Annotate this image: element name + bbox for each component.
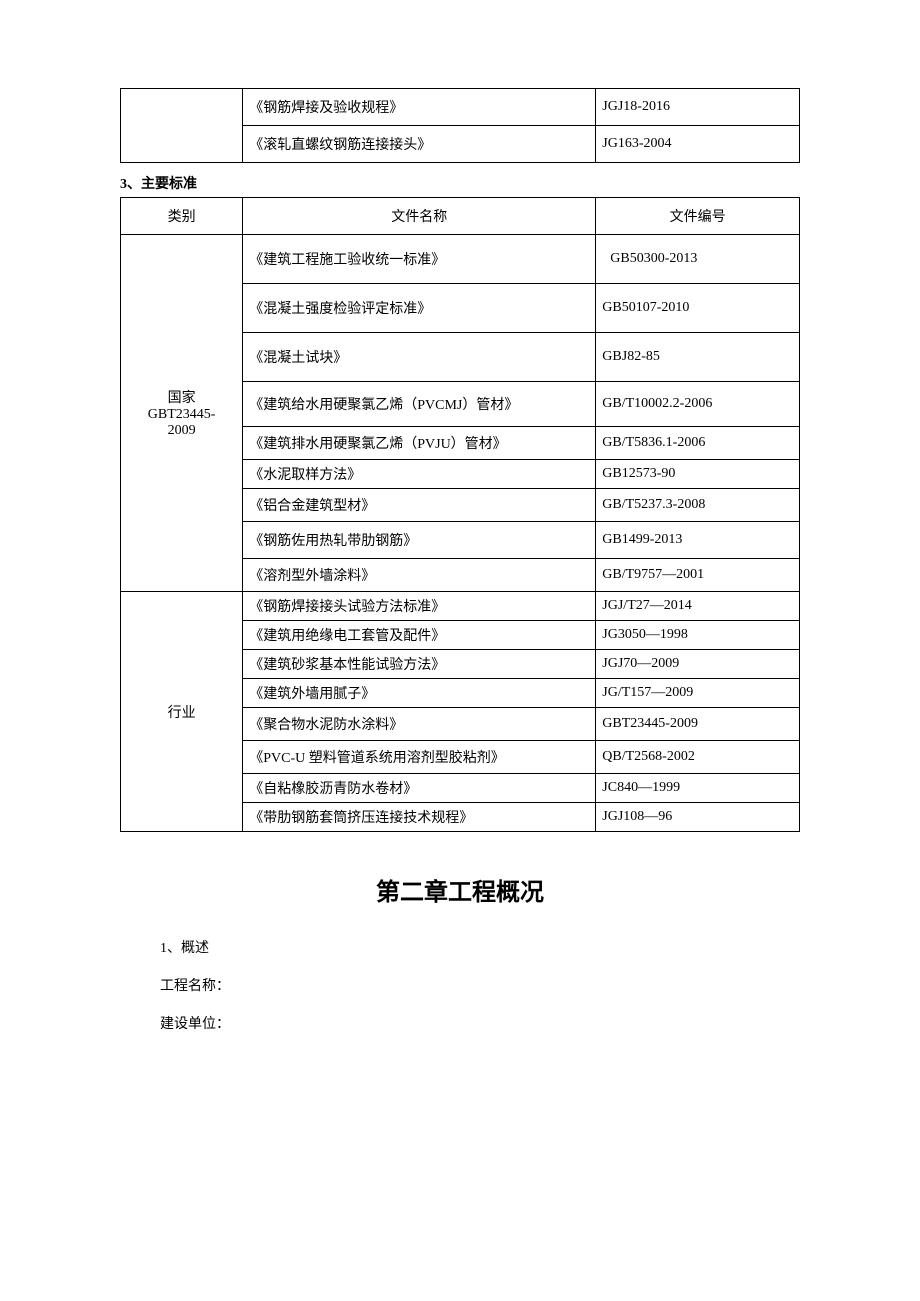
section-3-heading: 3、主要标准 (120, 173, 800, 193)
blank-category-cell (121, 89, 243, 163)
doc-name-cell: 《自粘橡胶沥青防水卷材》 (243, 774, 596, 803)
header-category: 类别 (121, 198, 243, 235)
doc-code-cell: JC840—1999 (596, 774, 800, 803)
doc-code-cell: GBT23445-2009 (596, 708, 800, 741)
doc-name-cell: 《铝合金建筑型材》 (243, 489, 596, 522)
doc-name-cell: 《建筑砂浆基本性能试验方法》 (243, 650, 596, 679)
project-name-label: 工程名称： (160, 975, 800, 995)
doc-code-cell: GB50107-2010 (596, 284, 800, 333)
doc-name-cell: 《建筑给水用硬聚氯乙烯（PVCMJ）管材》 (243, 382, 596, 427)
header-code: 文件编号 (596, 198, 800, 235)
doc-code-cell: JG3050—1998 (596, 621, 800, 650)
doc-code-cell: QB/T2568-2002 (596, 741, 800, 774)
category-national-line1: 国家 (168, 391, 196, 406)
category-national-line3: 2009 (168, 423, 196, 438)
doc-code-cell: JGJ18-2016 (596, 89, 800, 126)
doc-name-cell: 《建筑用绝缘电工套管及配件》 (243, 621, 596, 650)
doc-code-cell: GB/T9757—2001 (596, 559, 800, 592)
category-industry: 行业 (121, 592, 243, 832)
doc-name-cell: 《溶剂型外墙涂料》 (243, 559, 596, 592)
doc-code-cell: JGJ/T27—2014 (596, 592, 800, 621)
doc-name-cell: 《建筑外墙用腻子》 (243, 679, 596, 708)
doc-code-cell: JGJ70—2009 (596, 650, 800, 679)
doc-code-cell: JG163-2004 (596, 126, 800, 163)
doc-code-cell: GB1499-2013 (596, 522, 800, 559)
doc-code-cell: GB12573-90 (596, 460, 800, 489)
construction-unit-label: 建设单位： (160, 1013, 800, 1033)
doc-name-cell: 《混凝土试块》 (243, 333, 596, 382)
doc-name-cell: 《钢筋焊接及验收规程》 (243, 89, 596, 126)
doc-code-cell: GB/T5836.1-2006 (596, 427, 800, 460)
standards-table-continuation: 《钢筋焊接及验收规程》 JGJ18-2016 《滚轧直螺纹钢筋连接接头》 JG1… (120, 88, 800, 163)
doc-code-cell: JG/T157—2009 (596, 679, 800, 708)
doc-name-cell: 《建筑工程施工验收统一标准》 (243, 235, 596, 284)
doc-code-cell: GB50300-2013 (596, 235, 800, 284)
header-name: 文件名称 (243, 198, 596, 235)
doc-code-cell: GB/T5237.3-2008 (596, 489, 800, 522)
main-standards-table: 类别 文件名称 文件编号 国家 GBT23445- 2009 《建筑工程施工验收… (120, 197, 800, 832)
category-national: 国家 GBT23445- 2009 (121, 235, 243, 592)
doc-name-cell: 《混凝土强度检验评定标准》 (243, 284, 596, 333)
doc-name-cell: 《建筑排水用硬聚氯乙烯（PVJU）管材》 (243, 427, 596, 460)
doc-name-cell: 《钢筋焊接接头试验方法标准》 (243, 592, 596, 621)
doc-name-cell: 《聚合物水泥防水涂料》 (243, 708, 596, 741)
doc-name-cell: 《滚轧直螺纹钢筋连接接头》 (243, 126, 596, 163)
category-national-line2: GBT23445- (148, 407, 216, 422)
overview-heading: 1、概述 (160, 937, 800, 957)
doc-code-cell: GB/T10002.2-2006 (596, 382, 800, 427)
doc-name-cell: 《水泥取样方法》 (243, 460, 596, 489)
doc-code-cell: GBJ82-85 (596, 333, 800, 382)
chapter-2-title: 第二章工程概况 (120, 872, 800, 907)
doc-name-cell: 《带肋钢筋套筒挤压连接技术规程》 (243, 803, 596, 832)
doc-code-cell: JGJ108—96 (596, 803, 800, 832)
doc-name-cell: 《钢筋佐用热轧带肋钢筋》 (243, 522, 596, 559)
doc-name-cell: 《PVC-U 塑料管道系统用溶剂型胶粘剂》 (243, 741, 596, 774)
